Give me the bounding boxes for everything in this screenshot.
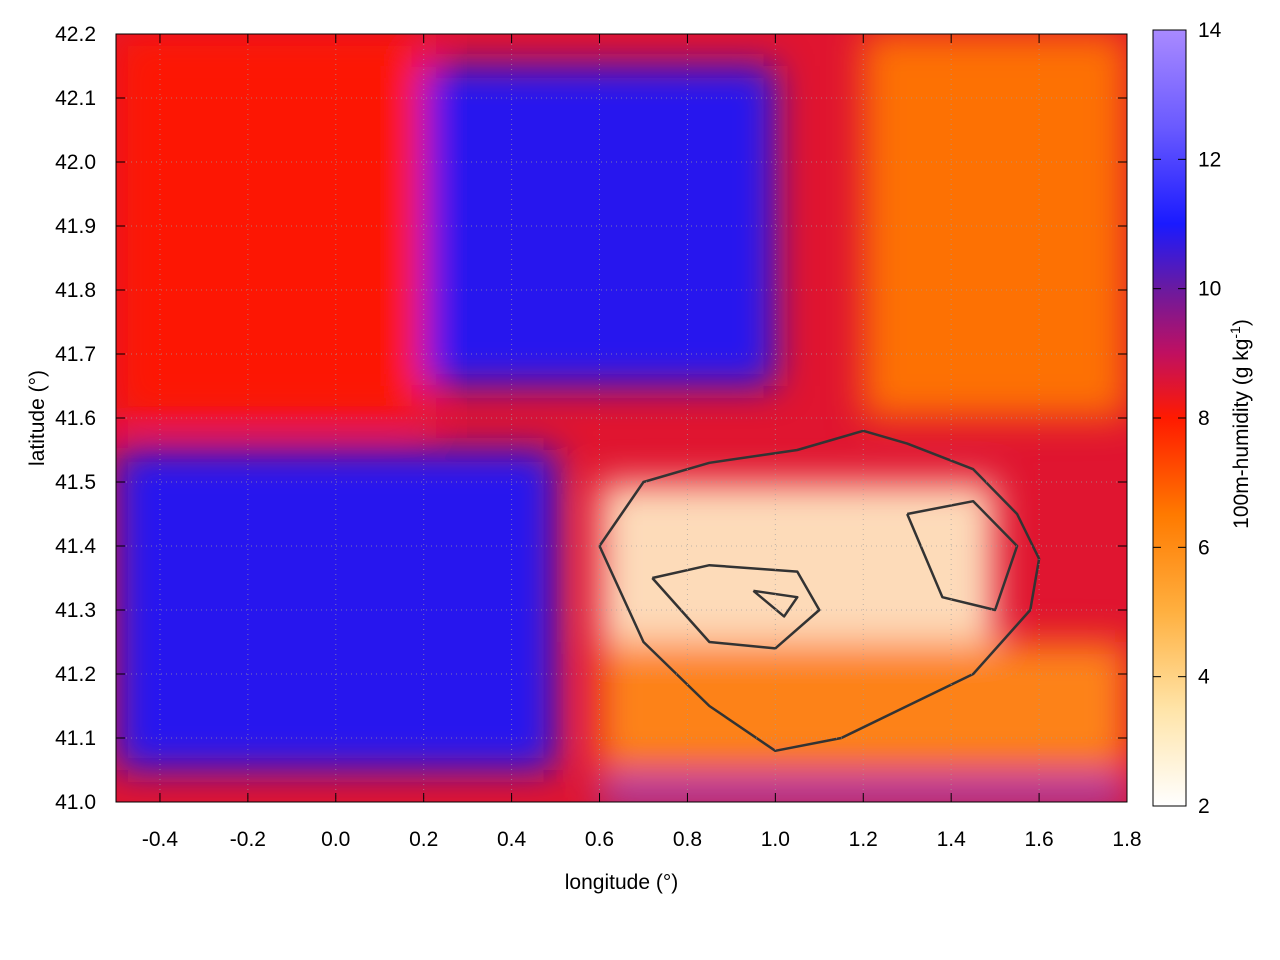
x-tick-label: 1.4 (937, 828, 967, 851)
colorbar-tick-label: 2 (1198, 795, 1210, 818)
contour-inner-2 (906, 499, 1019, 612)
x-tick-label: 0.2 (409, 828, 438, 851)
x-tick-label: 0.6 (585, 828, 614, 851)
y-axis: 41.0 41.1 41.2 41.3 41.4 41.5 41.6 41.7 41.8 41.9… (55, 23, 1127, 814)
x-tick-label: 1.8 (1112, 828, 1141, 851)
x-axis: -0.4 -0.2 0.0 0.2 0.4 0.6 0.8 1.0 1.2 1.4 1.6 1.8 (142, 34, 1142, 851)
y-tick-label: 41.6 (55, 407, 96, 430)
colorbar-tick-label: 6 (1198, 536, 1210, 559)
x-tick-label: 0.4 (497, 828, 527, 851)
y-tick-label: 41.2 (55, 663, 96, 686)
y-tick-label: 41.1 (55, 727, 96, 750)
x-tick-label: 1.0 (761, 828, 790, 851)
y-tick-label: 42.0 (55, 151, 96, 174)
contour-outer (598, 429, 1041, 753)
colorbar-label: 100m-humidity (g kg-1) (1227, 319, 1253, 529)
y-tick-label: 41.4 (55, 535, 96, 558)
plot-area (116, 34, 1127, 802)
x-tick-label: 1.2 (849, 828, 878, 851)
contour-lines (598, 429, 1041, 753)
y-tick-label: 42.1 (55, 87, 96, 110)
colorbar-label-close: ) (1230, 319, 1253, 326)
grid-lines (116, 34, 1127, 802)
contour-inner-1 (651, 563, 821, 650)
colorbar-tick-label: 12 (1198, 148, 1221, 171)
y-tick-label: 41.9 (55, 215, 96, 238)
y-axis-label: latitude (°) (26, 370, 49, 466)
colorbar-ticks: 2 4 6 8 10 12 14 (1153, 19, 1222, 818)
x-tick-label: -0.2 (230, 828, 266, 851)
heat-region-2 (863, 34, 1127, 418)
colorbar-label-main: 100m-humidity (g kg (1230, 339, 1253, 529)
heat-region-5 (599, 642, 1127, 770)
x-tick-label: 1.6 (1024, 828, 1053, 851)
heat-region-4 (599, 482, 996, 642)
heat-region-0 (116, 34, 424, 418)
y-tick-label: 42.2 (55, 23, 96, 46)
y-tick-label: 41.3 (55, 599, 96, 622)
colorbar-tick-label: 10 (1198, 278, 1221, 301)
y-tick-label: 41.0 (55, 791, 96, 814)
colorbar-tick-label: 4 (1198, 666, 1210, 689)
x-tick-label: -0.4 (142, 828, 179, 851)
colorbar-tick-label: 14 (1198, 19, 1222, 42)
y-tick-label: 41.5 (55, 471, 96, 494)
x-tick-label: 0.0 (321, 828, 350, 851)
colorbar-label-exponent: -1 (1227, 326, 1243, 339)
colorbar-tick-label: 8 (1198, 407, 1210, 430)
heat-region-6 (599, 782, 1127, 802)
x-axis-label: longitude (°) (565, 871, 678, 894)
x-tick-label: 0.8 (673, 828, 702, 851)
colorbar: 2 4 6 8 10 12 14 100m-humidity (g kg-1) (1152, 19, 1253, 818)
y-tick-label: 41.8 (55, 279, 96, 302)
y-tick-label: 41.7 (55, 343, 96, 366)
